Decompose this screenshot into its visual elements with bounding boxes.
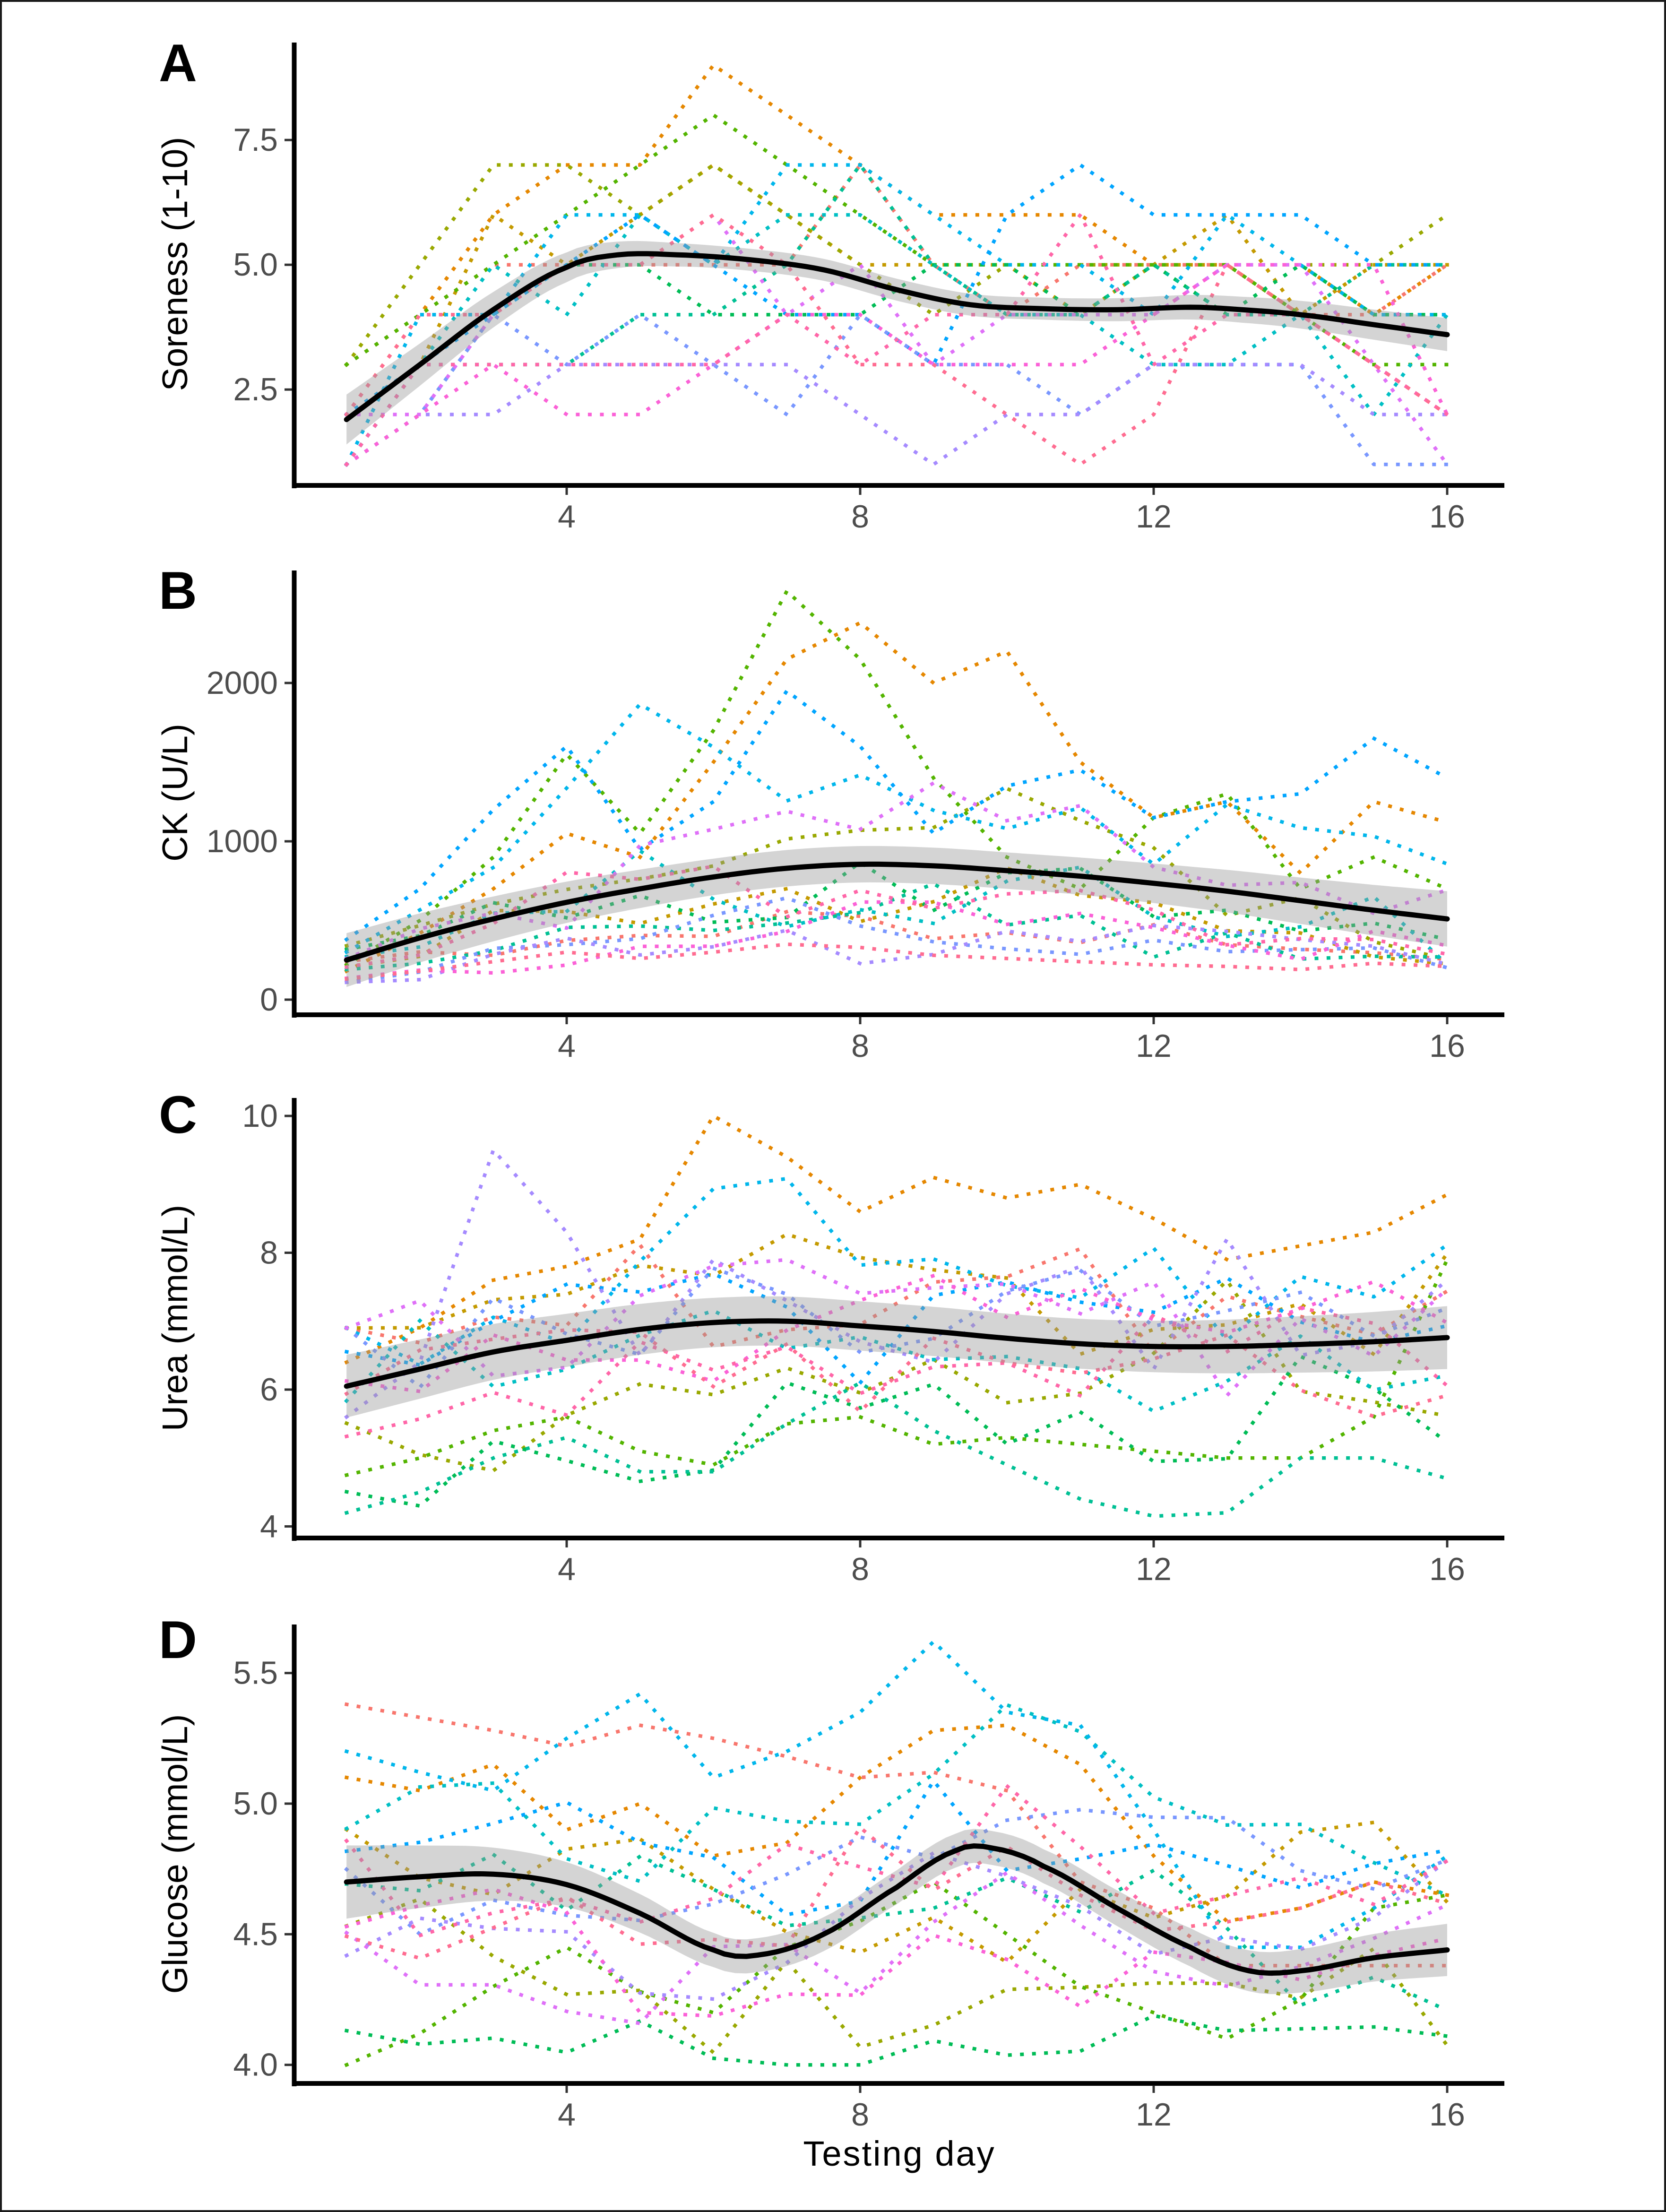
svg-text:A: A xyxy=(159,34,197,93)
svg-text:Soreness (1-10): Soreness (1-10) xyxy=(155,137,195,391)
svg-text:4: 4 xyxy=(558,1028,576,1064)
svg-text:16: 16 xyxy=(1429,2097,1465,2133)
svg-text:Urea (mmol/L): Urea (mmol/L) xyxy=(155,1205,195,1431)
svg-text:4.0: 4.0 xyxy=(233,2047,278,2083)
svg-text:0: 0 xyxy=(260,982,278,1018)
svg-text:D: D xyxy=(159,1610,197,1669)
svg-text:12: 12 xyxy=(1136,1028,1172,1064)
svg-text:16: 16 xyxy=(1429,1551,1465,1587)
svg-text:2.5: 2.5 xyxy=(233,372,278,407)
svg-text:B: B xyxy=(159,561,197,620)
svg-text:Glucose (mmol/L): Glucose (mmol/L) xyxy=(155,1714,195,1994)
svg-text:6: 6 xyxy=(260,1372,278,1408)
svg-text:16: 16 xyxy=(1429,1028,1465,1064)
svg-text:4.5: 4.5 xyxy=(233,1916,278,1952)
svg-text:4: 4 xyxy=(558,2097,576,2133)
svg-text:CK (U/L): CK (U/L) xyxy=(155,724,195,862)
svg-text:4: 4 xyxy=(558,1551,576,1587)
svg-text:5.0: 5.0 xyxy=(233,1786,278,1822)
svg-text:10: 10 xyxy=(242,1098,278,1134)
svg-text:8: 8 xyxy=(851,2097,869,2133)
svg-text:12: 12 xyxy=(1136,1551,1172,1587)
svg-text:Testing day: Testing day xyxy=(803,2134,995,2173)
svg-text:16: 16 xyxy=(1429,499,1465,535)
svg-text:12: 12 xyxy=(1136,499,1172,535)
svg-text:7.5: 7.5 xyxy=(233,122,278,158)
svg-text:8: 8 xyxy=(851,1028,869,1064)
svg-text:8: 8 xyxy=(851,1551,869,1587)
svg-text:12: 12 xyxy=(1136,2097,1172,2133)
svg-text:8: 8 xyxy=(851,499,869,535)
svg-text:4: 4 xyxy=(558,499,576,535)
svg-text:C: C xyxy=(159,1085,197,1144)
svg-text:1000: 1000 xyxy=(207,823,278,859)
svg-text:2000: 2000 xyxy=(207,665,278,701)
svg-text:4: 4 xyxy=(260,1509,278,1545)
svg-text:8: 8 xyxy=(260,1235,278,1271)
svg-text:5.0: 5.0 xyxy=(233,247,278,283)
svg-text:5.5: 5.5 xyxy=(233,1655,278,1691)
